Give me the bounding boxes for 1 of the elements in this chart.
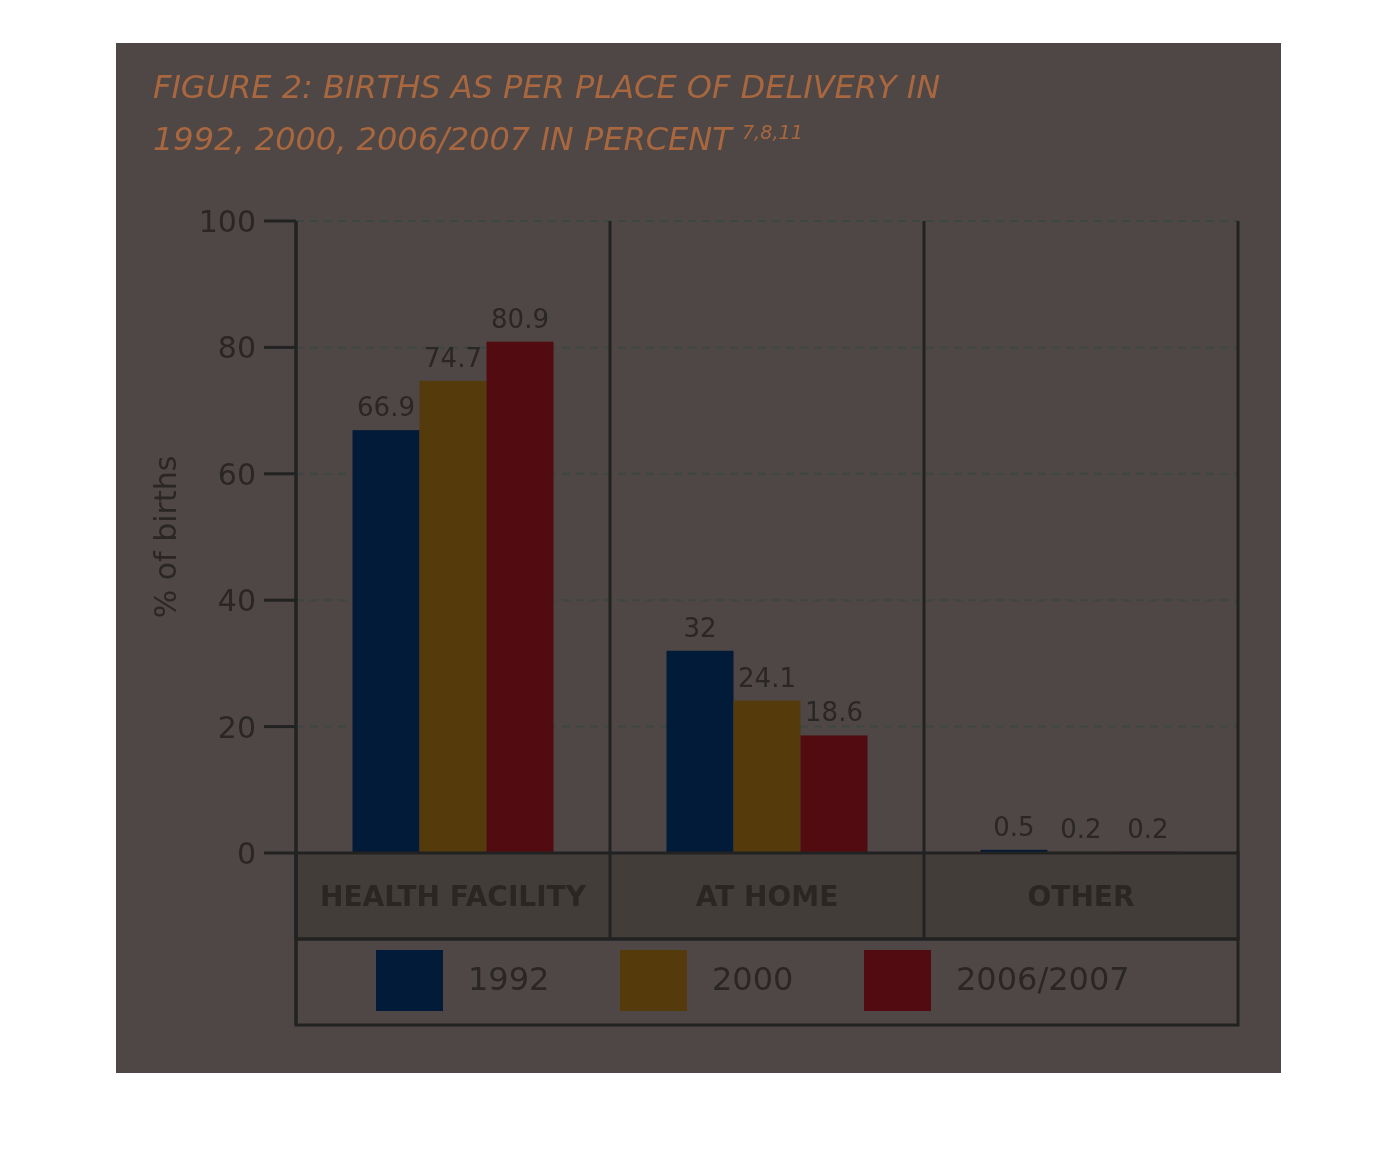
chart-title: FIGURE 2: BIRTHS AS PER PLACE OF DELIVERY IN 1992, 2000, 2006/2007 IN PERCENT $^{7,8,11}$	[153, 68, 941, 158]
